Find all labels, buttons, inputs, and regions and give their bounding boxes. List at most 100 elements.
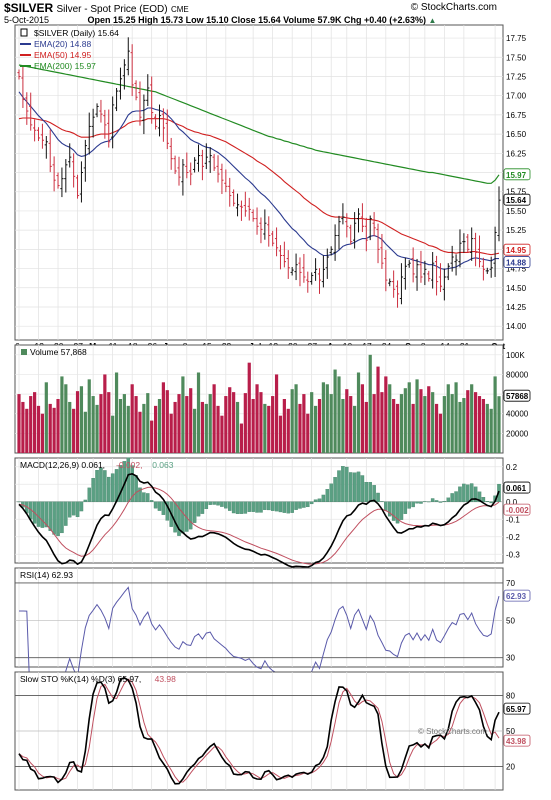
volume-bar — [458, 401, 462, 453]
sto-k-tag: 65.97 — [506, 705, 527, 714]
volume-bar — [64, 384, 68, 453]
volume-bar — [442, 396, 446, 453]
volume-bar — [48, 403, 52, 453]
macd-value-tag-box — [503, 481, 531, 494]
macd-title-part: -0.002, — [116, 460, 142, 470]
macd-histogram-bar — [208, 501, 212, 505]
volume-bar — [138, 411, 142, 453]
macd-histogram-bar — [161, 501, 166, 515]
volume-bar — [380, 392, 384, 453]
legend-label: EMA(200) 15.97 — [34, 61, 96, 71]
volume-bar — [251, 399, 255, 453]
volume-bar — [302, 394, 306, 453]
price-tag: 15.64 — [506, 196, 527, 205]
macd-histogram-bar — [231, 501, 236, 514]
macd-histogram-bar — [149, 500, 154, 502]
volume-bar — [313, 405, 318, 453]
price-panel-frame — [14, 24, 504, 341]
macd-histogram-bar — [341, 466, 345, 502]
price-ytick-label: 14.75 — [506, 265, 527, 274]
macd-histogram-bar — [317, 498, 322, 502]
macd-histogram-bar — [107, 476, 111, 502]
sto-k-line — [18, 677, 500, 785]
volume-bar — [349, 396, 353, 453]
volume-bar — [204, 403, 208, 453]
macd-histogram-bar — [270, 501, 275, 511]
macd-histogram-bar — [239, 501, 244, 514]
volume-bar — [142, 403, 146, 453]
volume-bar — [255, 384, 259, 453]
macd-histogram-bar — [87, 487, 91, 502]
volume-bar — [193, 408, 197, 453]
macd-histogram-bar — [364, 482, 369, 502]
macd-histogram-bar — [302, 501, 306, 508]
volume-bar — [423, 396, 427, 453]
macd-histogram-bar — [52, 501, 56, 535]
macd-histogram-bar — [368, 482, 372, 502]
volume-bar — [298, 403, 302, 453]
macd-histogram-bar — [200, 501, 205, 514]
volume-bar — [438, 413, 443, 453]
sto-title-part: Slow STO %K(14) %D(3) 65.97, — [20, 674, 141, 684]
volume-bar — [189, 388, 193, 453]
volume-bar — [337, 376, 341, 453]
volume-bar — [196, 372, 201, 453]
macd-histogram-bar — [415, 501, 419, 504]
price-ytick-label: 17.50 — [506, 53, 527, 62]
macd-histogram-bar — [352, 472, 357, 502]
volume-bar — [345, 389, 349, 453]
macd-histogram-bar — [212, 501, 216, 505]
volume-bar — [239, 423, 244, 453]
volume-bar — [333, 369, 337, 453]
price-ytick-label: 16.75 — [506, 111, 527, 120]
macd-histogram-bar — [411, 501, 415, 508]
price-ytick-label: 14.00 — [506, 322, 527, 331]
volume-bar — [282, 399, 286, 453]
legend-label: EMA(20) 14.88 — [34, 39, 91, 49]
volume-bar — [395, 403, 400, 453]
macd-histogram-bar — [204, 501, 209, 510]
volume-bar — [263, 403, 267, 453]
price-ytick-label: 17.00 — [506, 92, 527, 101]
volume-bar — [177, 394, 181, 453]
volume-bar — [360, 384, 365, 453]
macd-histogram-bar — [263, 501, 267, 510]
volume-value-tag-box — [503, 389, 531, 402]
volume-bar — [29, 396, 33, 453]
macd-histogram-bar — [134, 475, 138, 502]
macd-histogram-bar — [216, 501, 220, 506]
volume-bar — [403, 388, 407, 453]
price-ytick-label: 14.50 — [506, 284, 527, 293]
volume-bar — [44, 382, 48, 453]
macd-histogram-bar — [469, 483, 474, 502]
volume-bar — [407, 382, 411, 453]
macd-histogram-bar — [282, 501, 287, 513]
sto-k-tag-box — [503, 702, 531, 715]
symbol-title: $SILVER — [4, 1, 54, 15]
macd-histogram-bar — [181, 501, 185, 534]
rsi-title: RSI(14) 62.93 — [20, 570, 73, 580]
macd-histogram-bar — [40, 501, 45, 528]
macd-histogram-bar — [196, 501, 201, 517]
volume-bar — [95, 404, 99, 453]
sto-ytick-label: 80 — [506, 692, 515, 701]
volume-bar — [33, 392, 37, 453]
macd-signal-line — [18, 486, 500, 565]
macd-histogram-bar — [403, 501, 408, 514]
volume-bar — [434, 403, 439, 453]
ema50-line — [18, 117, 500, 256]
volume-bar — [79, 386, 84, 453]
macd-histogram-bar — [142, 492, 146, 502]
volume-bar — [235, 401, 240, 453]
volume-bar — [493, 376, 497, 453]
volume-bar — [87, 379, 91, 453]
macd-histogram-bar — [251, 501, 255, 512]
macd-histogram-bar — [267, 501, 271, 511]
volume-bar — [489, 408, 493, 453]
macd-histogram-bar — [173, 501, 177, 533]
macd-histogram-bar — [446, 497, 451, 502]
volume-bar — [122, 394, 126, 453]
volume-bar — [72, 408, 76, 453]
price-tag-box — [503, 243, 531, 256]
